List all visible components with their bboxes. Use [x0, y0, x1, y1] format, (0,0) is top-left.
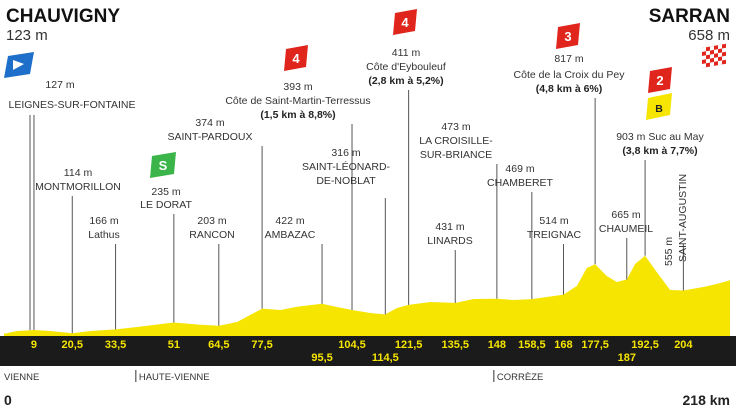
waypoint-altitude: 114 m — [64, 167, 93, 179]
waypoint-altitude: 903 m Suc au May — [616, 131, 704, 143]
bonus-flag-label: B — [655, 103, 663, 115]
profile-area — [4, 255, 730, 336]
waypoint-altitude: 555 m — [663, 237, 675, 266]
region-label: CORRÈZE — [497, 372, 543, 383]
climb-detail: (3,8 km à 7,7%) — [622, 145, 697, 157]
km-label: 187 — [618, 352, 636, 364]
waypoint-name: AMBAZAC — [265, 229, 316, 241]
km-label: 158,5 — [518, 339, 546, 351]
climb-category-flag — [556, 23, 580, 49]
km-label: 9 — [31, 339, 37, 351]
distance-start: 0 — [4, 392, 12, 408]
distance-total: 218 km — [683, 392, 730, 408]
climb-category-flag — [284, 45, 308, 71]
waypoint-name: LEIGNES-SUR-FONTAINE — [9, 99, 136, 111]
waypoint-altitude: 166 m — [89, 215, 118, 227]
climb-category-flag-label: 2 — [656, 73, 663, 88]
waypoint-altitude: 393 m — [283, 81, 312, 93]
climb-category-flag-label: 3 — [564, 29, 571, 44]
km-band — [0, 336, 736, 366]
bonus-flag — [646, 93, 672, 120]
waypoint-altitude: 374 m — [195, 117, 224, 129]
climb-category-flag-label: 4 — [401, 15, 409, 30]
waypoint-altitude: 235 m — [151, 186, 180, 198]
waypoint-altitude: 411 m — [392, 47, 421, 59]
waypoint-name: LINARDS — [427, 235, 473, 247]
finish-town: SARRAN — [649, 6, 730, 27]
climb-category-flag — [648, 67, 672, 93]
km-label: 51 — [168, 339, 180, 351]
waypoint-altitude: 514 m — [539, 215, 568, 227]
km-label: 77,5 — [251, 339, 272, 351]
km-label: 20,5 — [62, 339, 83, 351]
waypoint-altitude: 665 m — [611, 209, 640, 221]
waypoint-name-2: SUR-BRIANCE — [420, 149, 492, 161]
km-label: 192,5 — [631, 339, 659, 351]
sprint-flag — [150, 152, 176, 178]
start-flag-icon — [4, 52, 34, 78]
waypoint-altitude: 203 m — [197, 215, 226, 227]
climb-category-flag-label: 4 — [292, 51, 300, 66]
climb-detail: (2,8 km à 5,2%) — [368, 75, 443, 87]
finish-flag-icon — [702, 43, 726, 68]
waypoint-name: LE DORAT — [140, 199, 192, 211]
waypoint-name: SAINT-AUGUSTIN — [677, 174, 689, 262]
region-label: HAUTE-VIENNE — [139, 372, 210, 383]
waypoint-altitude: 817 m — [554, 53, 583, 65]
waypoint-altitude: 422 m — [275, 215, 304, 227]
waypoint-name: Lathus — [88, 229, 120, 241]
waypoint-name: Côte de Saint-Martin-Terressus — [225, 95, 370, 107]
climb-category-flag — [393, 9, 417, 35]
climb-detail: (1,5 km à 8,8%) — [260, 109, 335, 121]
waypoint-name: LA CROISILLE- — [419, 135, 493, 147]
waypoint-name-2: DE-NOBLAT — [316, 175, 376, 187]
waypoint-name: CHAMBERET — [487, 177, 554, 189]
start-town: CHAUVIGNY — [6, 6, 120, 27]
finish-altitude: 658 m — [688, 27, 730, 44]
waypoint-altitude: 473 m — [441, 121, 470, 133]
climb-detail: (4,8 km à 6%) — [536, 83, 603, 95]
km-label: 95,5 — [311, 352, 332, 364]
waypoint-altitude: 431 m — [435, 221, 464, 233]
waypoint-altitude: 316 m — [331, 147, 360, 159]
km-label: 104,5 — [338, 339, 366, 351]
km-label: 64,5 — [208, 339, 229, 351]
waypoint-name: Côte d'Eybouleuf — [366, 61, 446, 73]
km-label: 204 — [674, 339, 693, 351]
waypoint-name: MONTMORILLON — [35, 181, 121, 193]
sprint-flag-label: S — [159, 158, 168, 173]
km-label: 135,5 — [441, 339, 469, 351]
waypoint-name: SAINT-PARDOUX — [168, 131, 253, 143]
start-altitude: 123 m — [6, 27, 48, 44]
km-label: 177,5 — [581, 339, 609, 351]
km-label: 168 — [554, 339, 572, 351]
waypoint-name: SAINT-LÉONARD- — [302, 160, 391, 173]
waypoint-name: Côte de la Croix du Pey — [514, 69, 626, 81]
km-label: 148 — [488, 339, 506, 351]
km-label: 33,5 — [105, 339, 126, 351]
km-label: 121,5 — [395, 339, 423, 351]
waypoint-altitude: 127 m — [45, 79, 74, 91]
km-label: 114,5 — [372, 352, 399, 364]
waypoint-name: TREIGNAC — [527, 229, 582, 241]
waypoint-name: RANCON — [189, 229, 235, 241]
waypoint-name: CHAUMEIL — [599, 223, 653, 235]
waypoint-altitude: 469 m — [505, 163, 534, 175]
region-label: VIENNE — [4, 372, 39, 383]
